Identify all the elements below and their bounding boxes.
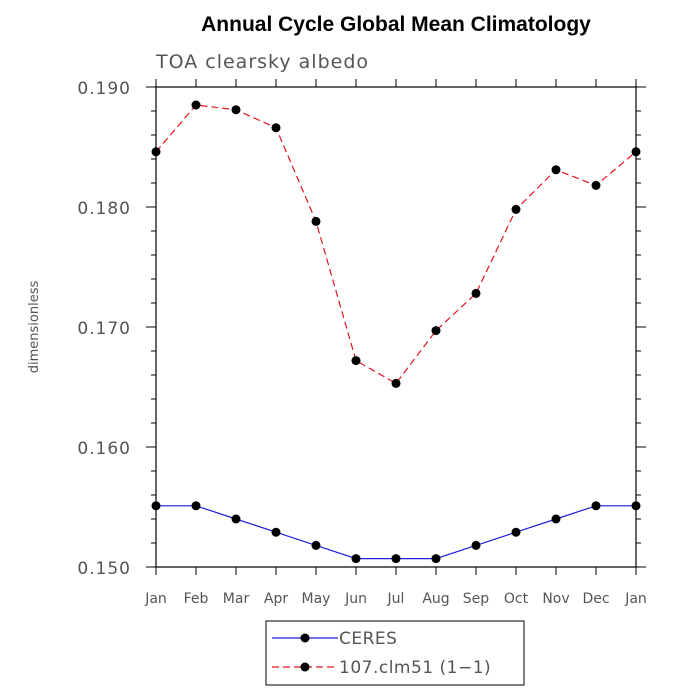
plot-frame xyxy=(155,86,637,568)
y-tick-label: 0.170 xyxy=(77,319,131,339)
y-tick-label: 0.180 xyxy=(77,199,131,219)
data-point xyxy=(551,514,561,524)
data-point xyxy=(311,216,321,226)
y-tick-label: 0.150 xyxy=(77,559,131,579)
x-tick-label: Mar xyxy=(223,591,250,607)
data-point xyxy=(231,105,241,115)
x-tick-label: May xyxy=(302,591,331,607)
data-point xyxy=(511,527,521,537)
data-point xyxy=(431,326,441,336)
y-axis-label: dimensionless xyxy=(27,281,42,374)
data-point xyxy=(231,514,241,524)
x-tick-label: Jul xyxy=(387,591,405,607)
data-point xyxy=(391,554,401,564)
data-point xyxy=(151,501,161,511)
legend-label: 107.clm51 (1−1) xyxy=(339,658,491,678)
data-point xyxy=(511,204,521,214)
legend-marker xyxy=(300,662,310,672)
data-point xyxy=(471,540,481,550)
x-tick-label: Jan xyxy=(144,591,167,607)
y-tick-label: 0.190 xyxy=(77,79,131,99)
data-point xyxy=(191,501,201,511)
data-point xyxy=(391,378,401,388)
data-point xyxy=(351,554,361,564)
series-line-0 xyxy=(156,505,636,560)
plot-area: Jan Feb Mar Apr May Jun Jul Aug Sep Oct Nov Dec Jan 0… xyxy=(77,79,647,607)
chart-title: Annual Cycle Global Mean Climatology xyxy=(201,13,591,36)
data-point xyxy=(351,356,361,366)
legend-box xyxy=(265,620,525,686)
data-point xyxy=(471,288,481,298)
data-point xyxy=(551,165,561,175)
data-point xyxy=(151,147,161,157)
chart-subtitle: TOA clearsky albedo xyxy=(155,51,369,73)
x-tick-label: Feb xyxy=(184,591,209,607)
x-tick-label: Nov xyxy=(542,591,569,607)
y-tick-label: 0.160 xyxy=(77,439,131,459)
series-line-1 xyxy=(155,104,637,385)
x-tick-label: Dec xyxy=(582,591,609,607)
x-tick-label: Apr xyxy=(264,591,288,607)
x-tick-label: Jan xyxy=(624,591,647,607)
data-point xyxy=(591,501,601,511)
data-point xyxy=(631,147,641,157)
data-point xyxy=(311,540,321,550)
legend-marker xyxy=(300,633,310,643)
x-tick-label: Oct xyxy=(504,591,529,607)
data-point xyxy=(591,180,601,190)
data-point xyxy=(191,100,201,110)
data-point xyxy=(631,501,641,511)
x-tick-label: Sep xyxy=(463,591,490,607)
data-point xyxy=(271,527,281,537)
legend: CERES 107.clm51 (1−1) xyxy=(265,620,525,686)
legend-label: CERES xyxy=(339,629,397,649)
x-tick-label: Jun xyxy=(344,591,367,607)
x-tick-label: Aug xyxy=(422,591,449,607)
data-point xyxy=(271,123,281,133)
data-point xyxy=(431,554,441,564)
